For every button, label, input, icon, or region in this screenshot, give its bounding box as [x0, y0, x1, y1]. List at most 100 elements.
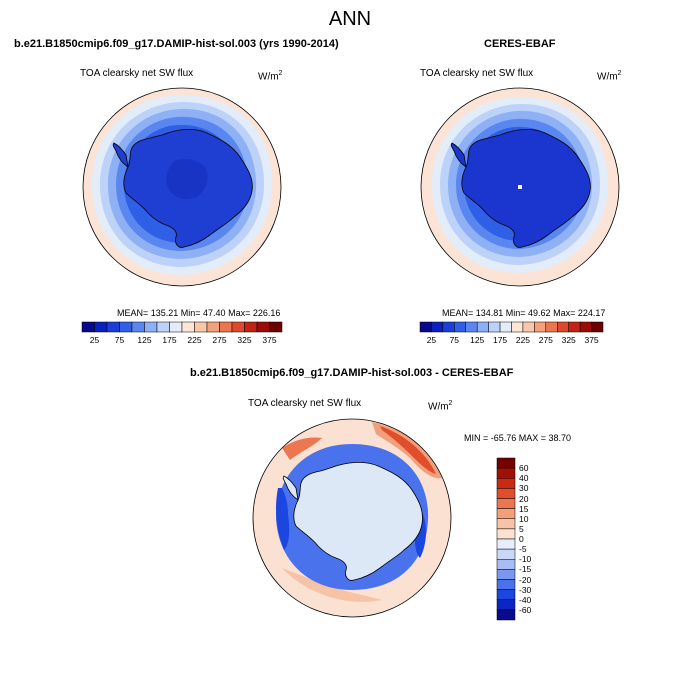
diff-panel-title: b.e21.B1850cmip6.f09_g17.DAMIP-hist-sol.…	[190, 367, 514, 379]
pole-hole-marker	[518, 185, 522, 189]
map-boundary	[252, 418, 452, 618]
colorbar-swatch	[496, 559, 516, 570]
antarctic-plateau	[166, 159, 208, 199]
colorbar-tick-label: 25	[426, 335, 437, 345]
colorbar-tick-label: 25	[89, 335, 100, 345]
colorbar-swatch	[496, 528, 516, 540]
colorbar-swatch	[579, 321, 592, 333]
colorbar-tick-label: -30	[519, 584, 532, 595]
colorbar-swatch	[106, 321, 120, 333]
colorbar-swatch	[591, 321, 604, 333]
colorbar-swatch	[442, 321, 455, 333]
model-units-label: W/m2	[258, 70, 283, 83]
colorbar-swatch	[496, 457, 516, 469]
colorbar-tick-label: -15	[519, 564, 532, 575]
colorbar-tick-label: 125	[470, 335, 485, 345]
colorbar-swatch	[557, 321, 569, 333]
colorbar-swatch	[156, 321, 170, 333]
colorbar-tick-label: 30	[519, 483, 529, 494]
obs-colorbar	[419, 321, 604, 333]
diff-polar-map	[252, 418, 452, 618]
colorbar-swatch	[496, 609, 516, 621]
colorbar-swatch	[496, 569, 516, 580]
colorbar-swatch	[496, 599, 516, 611]
colorbar-swatch	[94, 321, 108, 333]
colorbar-tick-label: 175	[492, 335, 508, 345]
colorbar-tick-label: 60	[519, 463, 529, 474]
model-panel-title: b.e21.B1850cmip6.f09_g17.DAMIP-hist-sol.…	[14, 38, 339, 50]
colorbar-tick-label: 75	[449, 335, 460, 345]
colorbar-swatch	[522, 321, 535, 333]
colorbar-swatch	[545, 321, 558, 333]
colorbar-swatch	[499, 321, 512, 333]
colorbar-swatch	[496, 538, 516, 550]
positive-anomaly-region-west	[282, 437, 322, 460]
colorbar-swatch	[465, 321, 478, 333]
colorbar-tick-label: 375	[584, 335, 599, 345]
colorbar-swatch	[169, 321, 183, 333]
diff-colorbar	[496, 457, 516, 621]
antarctic-peninsula	[112, 142, 129, 168]
colorbar-tick-label: -20	[519, 574, 532, 585]
obs-panel-title: CERES-EBAF	[484, 38, 556, 50]
page-title: ANN	[328, 8, 372, 30]
colorbar-tick-label: -60	[519, 604, 532, 615]
colorbar-swatch	[496, 579, 516, 590]
model-colorbar-ticks: 25 75 125 175 225 275 325 375	[82, 335, 282, 347]
colorbar-tick-label: 125	[137, 335, 152, 345]
model-variable-label: TOA clearsky net SW flux	[80, 68, 194, 79]
negative-anomaly-strong	[276, 488, 290, 550]
obs-colorbar-ticks: 25 75 125 175 225 275 325 375	[420, 335, 603, 347]
colorbar-tick-label: 10	[519, 513, 529, 524]
colorbar-swatch	[496, 478, 516, 489]
obs-polar-map	[420, 87, 620, 287]
colorbar-swatch	[488, 321, 501, 333]
colorbar-tick-label: 225	[187, 335, 202, 345]
model-stats: MEAN= 135.21 Min= 47.40 Max= 226.16	[117, 308, 281, 318]
model-polar-map	[82, 87, 282, 287]
colorbar-tick-label: 375	[262, 335, 277, 345]
map-boundary	[82, 87, 282, 287]
diff-variable-label: TOA clearsky net SW flux	[248, 398, 362, 409]
colorbar-swatch	[181, 321, 195, 333]
colorbar-swatch	[219, 321, 233, 333]
colorbar-swatch	[476, 321, 489, 333]
obs-units-label: W/m2	[597, 70, 622, 83]
colorbar-tick-label: 5	[519, 523, 524, 534]
antarctic-peninsula	[450, 142, 467, 168]
colorbar-swatch	[454, 321, 466, 333]
colorbar-swatch	[419, 321, 432, 333]
colorbar-tick-label: 40	[519, 473, 529, 484]
colorbar-swatch	[511, 321, 524, 333]
colorbar-swatch	[496, 467, 516, 479]
colorbar-swatch	[119, 321, 133, 333]
colorbar-tick-label: 20	[519, 493, 529, 504]
colorbar-swatch	[496, 518, 516, 530]
diff-units-label: W/m2	[428, 400, 453, 413]
colorbar-tick-label: 275	[212, 335, 227, 345]
positive-anomaly-region-south	[282, 568, 382, 602]
colorbar-tick-label: -10	[519, 554, 532, 565]
colorbar-swatch	[496, 488, 516, 499]
colorbar-swatch	[206, 321, 220, 333]
colorbar-swatch	[244, 321, 258, 333]
colorbar-swatch	[81, 321, 95, 333]
colorbar-swatch	[231, 321, 245, 333]
colorbar-swatch	[496, 498, 516, 509]
colorbar-swatch	[269, 321, 283, 333]
colorbar-tick-label: 325	[237, 335, 252, 345]
colorbar-swatch	[144, 321, 158, 333]
colorbar-swatch	[496, 589, 516, 600]
colorbar-tick-label: -5	[519, 544, 527, 555]
colorbar-tick-label: 75	[114, 335, 125, 345]
map-boundary	[420, 87, 620, 287]
colorbar-tick-label: 325	[561, 335, 576, 345]
colorbar-tick-label: 15	[519, 503, 529, 514]
colorbar-swatch	[431, 321, 444, 333]
colorbar-swatch	[256, 321, 270, 333]
obs-variable-label: TOA clearsky net SW flux	[420, 68, 534, 79]
obs-stats: MEAN= 134.81 Min= 49.62 Max= 224.17	[442, 308, 606, 318]
colorbar-swatch	[534, 321, 547, 333]
colorbar-tick-label: 175	[162, 335, 177, 345]
colorbar-swatch	[194, 321, 208, 333]
